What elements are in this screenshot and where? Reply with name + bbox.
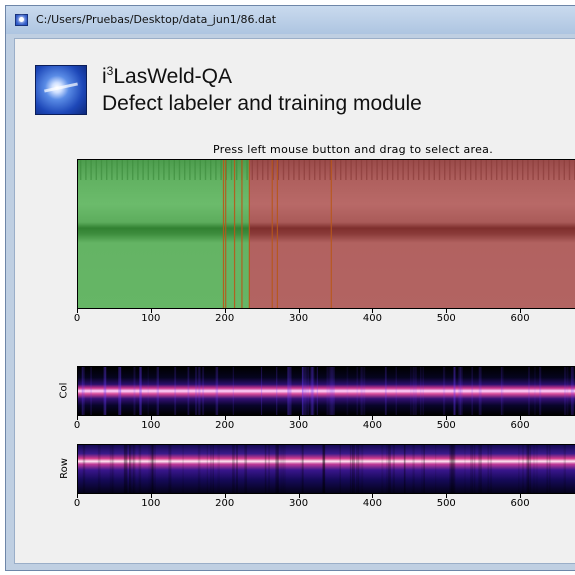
x-tick <box>298 416 300 420</box>
x-tick <box>372 416 374 420</box>
x-tick-label: 500 <box>436 498 456 509</box>
x-tick-label: 0 <box>73 313 81 324</box>
x-tick <box>224 494 226 498</box>
app-title-suffix: LasWeld-QA <box>113 65 233 88</box>
application-window: C:/Users/Pruebas/Desktop/data_jun1/86.da… <box>5 5 575 571</box>
window-title: C:/Users/Pruebas/Desktop/data_jun1/86.da… <box>36 13 277 26</box>
x-tick-label: 200 <box>215 420 235 431</box>
row-profile-x-axis: 0 100 200 300 400 500 600 <box>73 494 575 510</box>
x-tick-label: 400 <box>362 498 382 509</box>
x-tick <box>446 494 448 498</box>
good-region-overlay <box>78 160 250 308</box>
x-tick-label: 600 <box>510 313 530 324</box>
weld-image-canvas[interactable] <box>78 160 575 308</box>
title-bar[interactable]: C:/Users/Pruebas/Desktop/data_jun1/86.da… <box>6 6 575 34</box>
x-tick-label: 200 <box>215 498 235 509</box>
x-tick <box>520 416 522 420</box>
x-tick <box>224 416 226 420</box>
x-tick-label: 200 <box>215 313 235 324</box>
x-tick <box>372 494 374 498</box>
x-tick-label: 100 <box>141 420 161 431</box>
app-title: i3LasWeld-QA <box>102 64 232 89</box>
x-tick <box>372 309 374 313</box>
x-tick-label: 300 <box>289 498 309 509</box>
x-tick <box>520 309 522 313</box>
x-tick-label: 100 <box>141 498 161 509</box>
col-profile-plot[interactable] <box>77 366 575 416</box>
x-tick <box>150 416 152 420</box>
col-profile-x-axis: 0 100 200 300 400 500 600 <box>73 416 575 432</box>
star-burst-logo <box>35 65 87 115</box>
x-tick-label: 500 <box>436 313 456 324</box>
app-icon[interactable] <box>15 14 28 26</box>
app-subtitle: Defect labeler and training module <box>102 92 422 115</box>
x-tick <box>77 309 78 313</box>
x-tick-label: 400 <box>362 313 382 324</box>
x-tick-label: 100 <box>141 313 161 324</box>
x-tick <box>77 416 78 420</box>
defect-region-overlay <box>249 160 575 308</box>
x-tick-label: 300 <box>289 420 309 431</box>
weld-image-plot[interactable] <box>77 159 575 309</box>
app-title-prefix: i <box>102 65 107 88</box>
main-panel: i3LasWeld-QA Defect labeler and training… <box>14 38 575 564</box>
x-tick <box>224 309 226 313</box>
x-tick-label: 400 <box>362 420 382 431</box>
row-profile-canvas <box>78 445 575 493</box>
x-tick <box>150 494 152 498</box>
weld-image-x-axis: 0 100 200 300 400 500 600 <box>73 309 575 325</box>
x-tick <box>520 494 522 498</box>
x-tick-label: 300 <box>289 313 309 324</box>
x-tick-label: 600 <box>510 420 530 431</box>
instruction-text: Press left mouse button and drag to sele… <box>213 143 494 156</box>
x-tick-label: 0 <box>73 498 81 509</box>
col-profile-canvas <box>78 367 575 415</box>
x-tick <box>446 416 448 420</box>
x-tick <box>446 309 448 313</box>
col-axis-label: Col <box>58 382 70 399</box>
row-axis-label: Row <box>58 458 70 479</box>
x-tick <box>150 309 152 313</box>
x-tick-label: 500 <box>436 420 456 431</box>
x-tick-label: 600 <box>510 498 530 509</box>
row-profile-plot[interactable] <box>77 444 575 494</box>
x-tick-label: 0 <box>73 420 81 431</box>
x-tick <box>77 494 78 498</box>
app-title-sup: 3 <box>106 64 114 78</box>
x-tick <box>298 309 300 313</box>
x-tick <box>298 494 300 498</box>
